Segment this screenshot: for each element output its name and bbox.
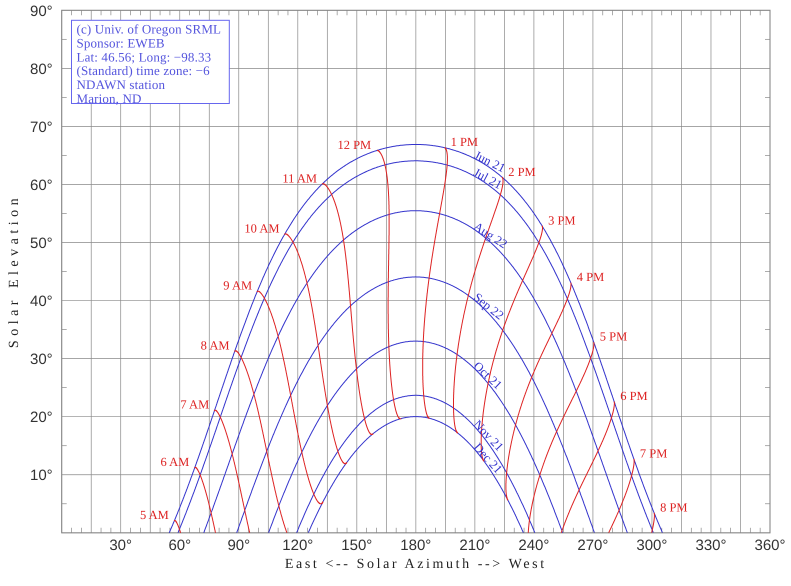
svg-text:4 PM: 4 PM [577, 270, 604, 284]
svg-text:12 PM: 12 PM [337, 138, 371, 152]
svg-text:7 PM: 7 PM [640, 447, 667, 461]
svg-text:30°: 30° [109, 537, 132, 554]
svg-text:70°: 70° [30, 119, 53, 136]
svg-text:(Standard) time zone: −6: (Standard) time zone: −6 [77, 63, 211, 78]
svg-text:(c) Univ. of Oregon SRML: (c) Univ. of Oregon SRML [77, 22, 222, 37]
svg-text:7 AM: 7 AM [180, 398, 209, 412]
svg-text:10°: 10° [30, 467, 53, 484]
svg-text:20°: 20° [30, 409, 53, 426]
svg-text:8 AM: 8 AM [201, 338, 230, 352]
svg-text:40°: 40° [30, 293, 53, 310]
svg-text:5 PM: 5 PM [600, 330, 627, 344]
svg-text:Solar Elevation: Solar Elevation [7, 194, 22, 348]
svg-text:300°: 300° [636, 537, 667, 554]
svg-text:Lat: 46.56; Long: −98.33: Lat: 46.56; Long: −98.33 [77, 49, 212, 64]
svg-text:11 AM: 11 AM [282, 171, 317, 185]
svg-text:5 AM: 5 AM [140, 508, 169, 522]
svg-text:180°: 180° [400, 537, 431, 554]
svg-text:9 AM: 9 AM [223, 279, 252, 293]
svg-text:2 PM: 2 PM [508, 165, 535, 179]
svg-text:8 PM: 8 PM [660, 500, 687, 514]
svg-text:3 PM: 3 PM [548, 213, 575, 227]
svg-text:90°: 90° [30, 3, 53, 20]
svg-text:60°: 60° [30, 177, 53, 194]
svg-text:150°: 150° [341, 537, 372, 554]
svg-text:330°: 330° [695, 537, 726, 554]
svg-text:360°: 360° [754, 537, 785, 554]
svg-text:Sponsor: EWEB: Sponsor: EWEB [77, 35, 165, 50]
svg-text:240°: 240° [518, 537, 549, 554]
svg-text:6 PM: 6 PM [620, 389, 647, 403]
svg-text:120°: 120° [282, 537, 313, 554]
svg-text:East <-- Solar Azimuth --> Wes: East <-- Solar Azimuth --> West [285, 557, 547, 572]
svg-text:210°: 210° [459, 537, 490, 554]
svg-text:NDAWN station: NDAWN station [77, 77, 166, 92]
svg-text:6 AM: 6 AM [160, 455, 189, 469]
svg-text:30°: 30° [30, 351, 53, 368]
svg-text:270°: 270° [577, 537, 608, 554]
svg-text:50°: 50° [30, 235, 53, 252]
svg-text:90°: 90° [227, 537, 250, 554]
svg-text:60°: 60° [168, 537, 191, 554]
svg-text:10 AM: 10 AM [244, 221, 279, 235]
svg-text:80°: 80° [30, 61, 53, 78]
svg-text:1 PM: 1 PM [451, 135, 478, 149]
svg-text:Marion, ND: Marion, ND [77, 91, 142, 106]
